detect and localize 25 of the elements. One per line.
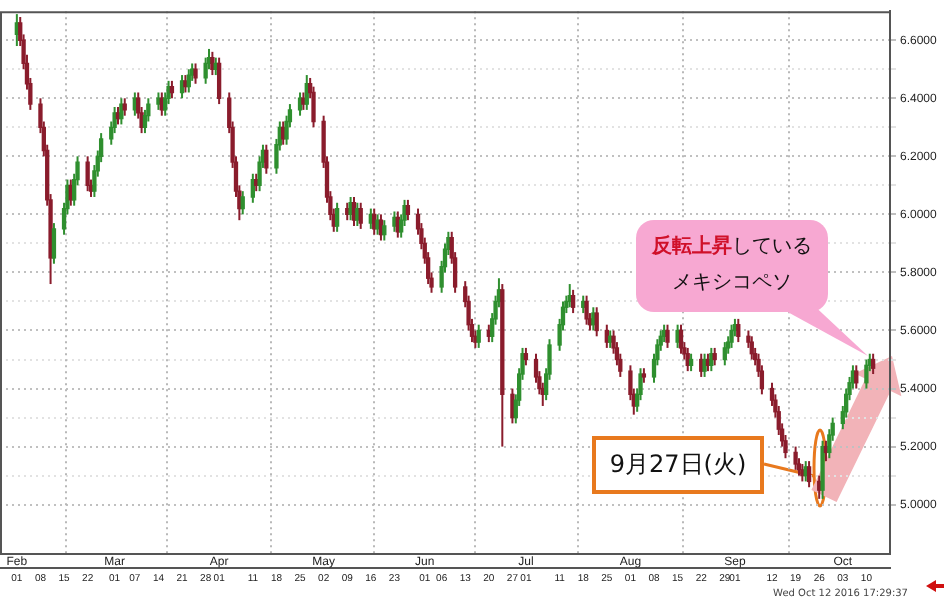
candlestick	[806, 460, 812, 489]
candlestick	[594, 306, 599, 338]
candlestick	[736, 317, 741, 344]
candlestick	[405, 198, 411, 222]
annotation: 反転上昇しているメキシコペソ	[636, 220, 828, 312]
annotation: 9月27日(火)	[592, 436, 764, 494]
candlestick	[793, 445, 798, 471]
candlestick	[264, 143, 269, 175]
candlestick	[392, 210, 397, 233]
candlestick	[240, 190, 245, 216]
candlestick	[864, 358, 869, 390]
candlestick	[311, 85, 316, 129]
candlestick	[358, 201, 363, 230]
candlestick	[678, 323, 684, 355]
candlestick	[375, 213, 380, 236]
candlestick	[570, 288, 576, 315]
candlestick	[334, 201, 340, 233]
candlestick	[854, 364, 859, 390]
candlestick	[51, 222, 57, 265]
candlestick	[591, 306, 596, 332]
candlestick	[675, 323, 680, 349]
candlestick	[355, 201, 360, 227]
candlestick	[85, 155, 90, 193]
candlestick	[382, 219, 387, 242]
candlestick	[203, 56, 208, 85]
